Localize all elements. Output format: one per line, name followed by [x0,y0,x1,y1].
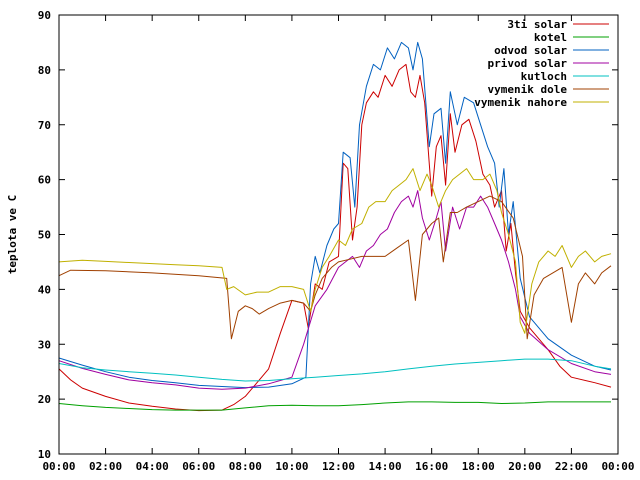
series-line-privod-solar [58,190,612,390]
y-tick-label: 60 [38,174,51,187]
y-tick-label: 20 [38,393,51,406]
series-line-kutloch [58,358,612,382]
x-tick-label: 04:00 [136,460,169,473]
series-layer [58,41,612,412]
x-tick-label: 08:00 [229,460,262,473]
x-tick-label: 22:00 [555,460,588,473]
y-axis-label: teplota ve C [6,195,19,274]
x-tick-label: 20:00 [508,460,541,473]
x-tick-label: 14:00 [369,460,402,473]
legend-label: vymenik nahore [474,96,567,109]
y-tick-label: 90 [38,9,51,22]
y-tick-label: 70 [38,119,51,132]
x-tick-label: 00:00 [42,460,75,473]
legend-label: 3ti solar [507,18,567,31]
x-tick-label: 00:00 [601,460,634,473]
ticks-layer: 00:00 02:00 04:00 06:00 08:00 10:00 12:00 14:00… [38,9,635,473]
legend-label: kutloch [521,70,567,83]
x-tick-label: 18:00 [462,460,495,473]
legend-label: odvod solar [494,44,567,57]
y-tick-label: 80 [38,64,51,77]
series-line-kotel [58,401,611,411]
y-tick-label: 10 [38,448,51,461]
series-line-vymenik-nahore [58,168,612,334]
series-line-3ti-solar [58,63,612,412]
legend-label: vymenik dole [488,83,568,96]
y-tick-label: 30 [38,338,51,351]
x-tick-label: 16:00 [415,460,448,473]
series-line-vymenik-dole [58,195,612,340]
x-tick-label: 02:00 [89,460,122,473]
legend-label: kotel [534,31,567,44]
y-tick-label: 40 [38,283,51,296]
legend-label: privod solar [488,57,568,70]
x-tick-label: 12:00 [322,460,355,473]
x-tick-label: 10:00 [275,460,308,473]
x-tick-label: 06:00 [182,460,215,473]
y-tick-label: 50 [38,229,51,242]
series-line-odvod-solar [58,41,612,389]
